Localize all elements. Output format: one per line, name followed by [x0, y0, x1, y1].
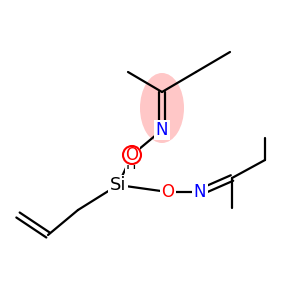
Text: O: O — [161, 183, 175, 201]
Text: O: O — [125, 146, 139, 164]
Text: Si: Si — [110, 176, 126, 194]
Text: N: N — [194, 183, 206, 201]
Text: N: N — [156, 121, 168, 139]
Ellipse shape — [140, 73, 184, 143]
Text: H: H — [126, 158, 136, 172]
